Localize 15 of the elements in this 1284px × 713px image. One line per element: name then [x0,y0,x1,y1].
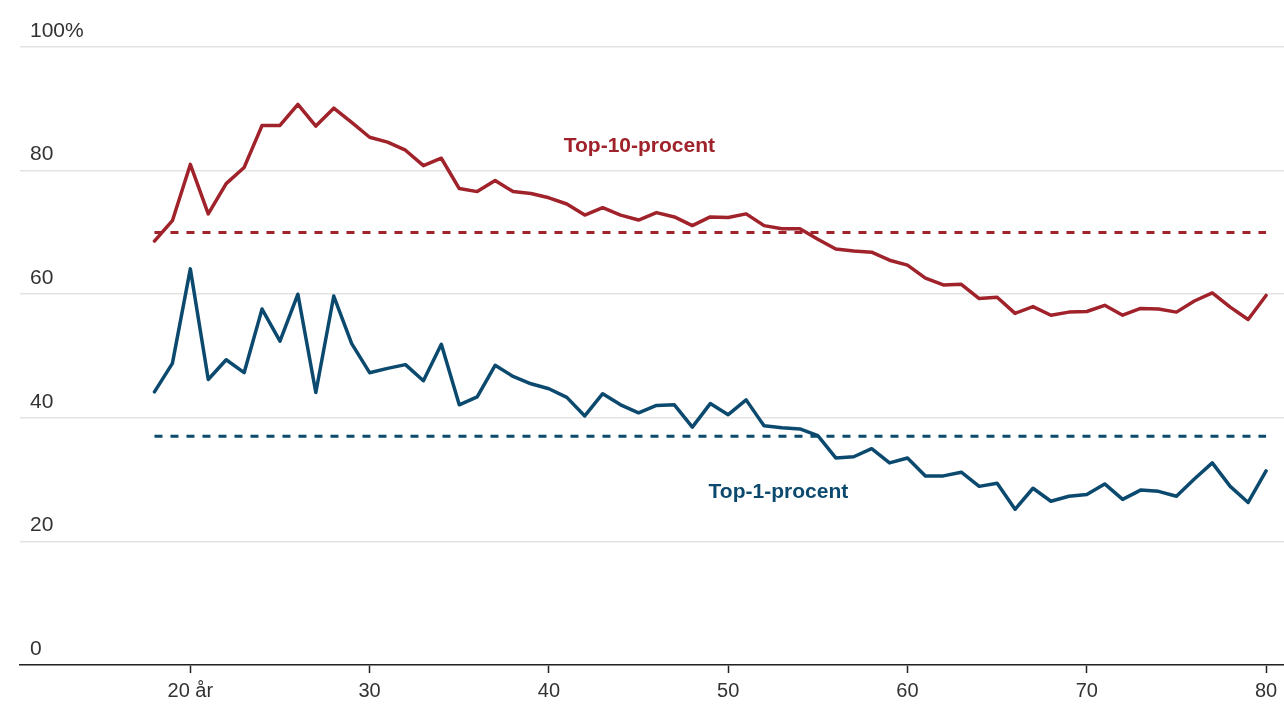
x-tick-label: 30 [358,678,381,701]
y-tick-label: 0 [30,635,42,659]
text: Top-10-procent [563,132,715,156]
x-tick-label: 20 år [167,678,214,701]
x-tick-label: 60 [896,678,919,701]
x-tick-label: 80 [1254,678,1278,701]
y-tick-label: 20 [30,512,54,536]
y-tick-label: 100% [30,17,84,41]
y-tick-label: 80 [30,141,54,165]
y-tick-label: 40 [30,388,54,412]
x-tick-label: 40 [537,678,561,701]
x-tick-label: 70 [1075,678,1098,701]
y-tick-label: 60 [30,265,54,288]
series-label: Top-1-procent [708,478,849,502]
x-tick-label: 50 [717,678,740,701]
